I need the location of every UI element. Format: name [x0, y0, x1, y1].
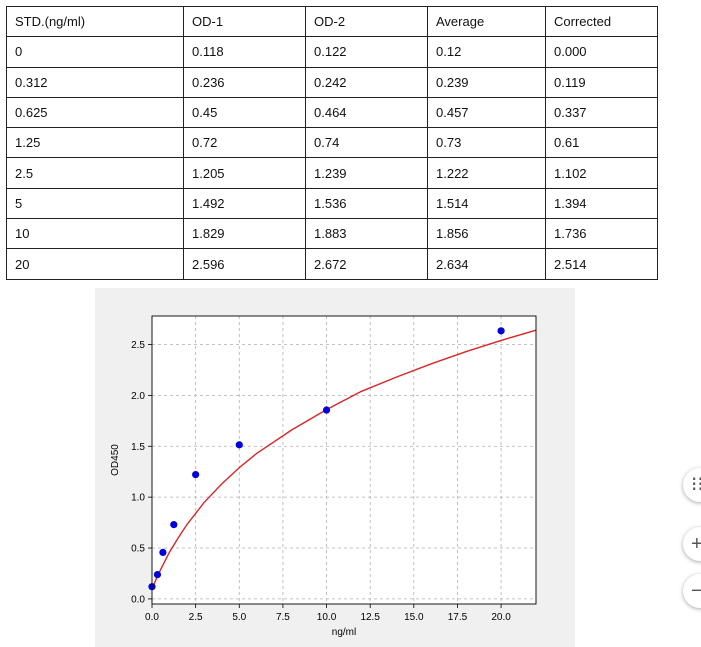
data-point	[192, 470, 200, 479]
table-cell: 2.672	[305, 248, 428, 280]
plus-icon: +	[691, 533, 701, 555]
data-point	[322, 406, 331, 414]
y-tick-label: 1.5	[131, 442, 145, 453]
table-cell: 10	[6, 218, 184, 250]
x-tick-label: 10.0	[317, 612, 337, 623]
header-average: Average	[427, 5, 546, 38]
table-cell: 1.205	[183, 157, 306, 189]
table-cell: 2.634	[427, 248, 546, 280]
table-cell: 2.596	[183, 248, 306, 280]
table-row: 5 1.492 1.536 1.514 1.394	[6, 187, 658, 220]
table-cell: 1.222	[427, 157, 546, 189]
data-point	[235, 441, 243, 449]
table-cell: 0.312	[6, 66, 184, 98]
header-std: STD.(ng/ml)	[6, 5, 184, 38]
table-cell: 0.239	[427, 66, 546, 98]
table-cell: 1.829	[183, 218, 306, 250]
table-cell: 0.236	[183, 66, 306, 98]
table-header-row: STD.(ng/ml) OD-1 OD-2 Average Corrected	[6, 5, 658, 38]
table-row: 0.625 0.45 0.464 0.457 0.337	[6, 96, 658, 129]
table-cell: 1.394	[545, 187, 658, 220]
x-tick-label: 15.0	[404, 612, 424, 623]
table-cell: 0.45	[183, 96, 306, 129]
y-axis-label: OD450	[110, 444, 121, 476]
zoom-in-button[interactable]: +	[683, 527, 701, 561]
x-tick-label: 12.5	[360, 612, 380, 623]
x-tick-label: 20.0	[491, 612, 511, 623]
table-cell: 1.514	[427, 187, 546, 220]
table-cell: 0.61	[545, 127, 658, 159]
grid-icon: ⁝⁝	[691, 474, 701, 496]
chart-panel: 0.0 2.5 5.0 7.5 10.0 12.5 15.0 17.5 20.0 0.0 0.5 1.…	[95, 288, 575, 647]
table-cell: 1.736	[545, 218, 658, 250]
table-cell: 0.122	[305, 36, 428, 68]
table-cell: 0.74	[305, 127, 428, 159]
y-tick-label: 2.0	[131, 391, 145, 402]
table-cell: 1.856	[427, 218, 546, 250]
table-cell: 0	[6, 36, 184, 68]
table-cell: 2.514	[545, 248, 658, 280]
data-point	[159, 548, 167, 557]
table-row: 0.312 0.236 0.242 0.239 0.119	[6, 66, 658, 98]
minus-icon: −	[691, 580, 701, 602]
table-cell: 1.25	[6, 127, 184, 159]
x-tick-label: 0.0	[145, 612, 159, 623]
plot-area	[152, 316, 536, 604]
table-cell: 2.5	[6, 157, 184, 189]
y-tick-label: 2.5	[131, 340, 145, 351]
table-cell: 1.883	[305, 218, 428, 250]
table-cell: 1.102	[545, 157, 658, 189]
plot-frame	[151, 315, 537, 605]
table-cell: 1.492	[183, 187, 306, 220]
data-point	[153, 570, 162, 579]
y-tick-label: 0.0	[131, 594, 145, 605]
table-cell: 0.12	[427, 36, 546, 68]
data-point	[170, 521, 178, 529]
table-cell: 1.239	[305, 157, 428, 189]
x-tick-label: 7.5	[276, 612, 290, 623]
y-tick-label: 1.0	[131, 493, 145, 504]
header-corrected: Corrected	[545, 5, 658, 38]
x-axis-label: ng/ml	[332, 627, 356, 638]
y-tick-label: 0.5	[131, 544, 145, 555]
x-tick-label: 2.5	[189, 612, 203, 623]
table-row: 2.5 1.205 1.239 1.222 1.102	[6, 157, 658, 189]
zoom-out-button[interactable]: −	[683, 574, 701, 608]
table-cell: 1.536	[305, 187, 428, 220]
table-cell: 5	[6, 187, 184, 220]
table-cell: 0.337	[545, 96, 658, 129]
table-cell: 0.457	[427, 96, 546, 129]
data-point	[497, 327, 505, 335]
standard-table: STD.(ng/ml) OD-1 OD-2 Average Corrected …	[6, 5, 658, 280]
table-cell: 0.464	[305, 96, 428, 129]
table-cell: 0.625	[6, 96, 184, 129]
standard-curve-chart: 0.0 2.5 5.0 7.5 10.0 12.5 15.0 17.5 20.0 0.0 0.5 1.…	[110, 315, 537, 638]
table-row: 20 2.596 2.672 2.634 2.514	[6, 248, 658, 280]
table-cell: 0.119	[545, 66, 658, 98]
fit-curve	[151, 329, 537, 589]
table-cell: 0.73	[427, 127, 546, 159]
x-tick-label: 5.0	[232, 612, 246, 623]
table-cell: 0.72	[183, 127, 306, 159]
header-od2: OD-2	[305, 5, 428, 38]
table-cell: 0.118	[183, 36, 306, 68]
grid-menu-button[interactable]: ⁝⁝	[683, 468, 701, 502]
x-tick-label: 17.5	[448, 612, 468, 623]
table-cell: 0.000	[545, 36, 658, 68]
table-cell: 20	[6, 248, 184, 280]
table-row: 0 0.118 0.122 0.12 0.000	[6, 36, 658, 68]
table-row: 10 1.829 1.883 1.856 1.736	[6, 218, 658, 250]
table-row: 1.25 0.72 0.74 0.73 0.61	[6, 127, 658, 159]
header-od1: OD-1	[183, 5, 306, 38]
table-cell: 0.242	[305, 66, 428, 98]
